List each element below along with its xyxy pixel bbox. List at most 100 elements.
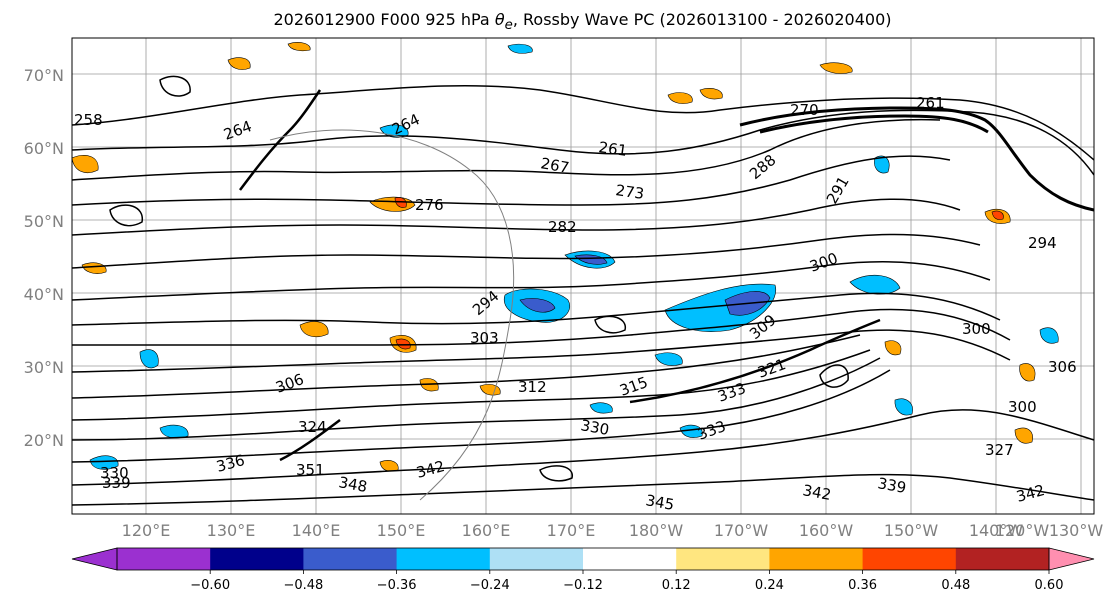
- theta-e-contours: [72, 75, 1094, 506]
- colorbar-ticks: −0.60 −0.48 −0.36 −0.24 −0.12 0.12 0.24 0.36 0.4…: [190, 570, 1063, 593]
- colorbar-extend-low: [71, 547, 118, 571]
- shade-blob: [849, 274, 901, 295]
- shade-blob: [1039, 327, 1059, 344]
- contour-line: [72, 329, 1011, 373]
- contour-line: [72, 155, 951, 206]
- contour-line: [72, 84, 1094, 161]
- map-title: 2026012900 F000 925 hPa θe, Rossby Wave …: [273, 10, 892, 34]
- map-panel: 258 261 261 264 264 267 270 273 276 282 …: [71, 37, 1095, 515]
- contour-line: [819, 364, 849, 388]
- map-frame: [71, 37, 1095, 515]
- colorbar-bin: [769, 548, 864, 570]
- lon-tick-label: 140°W: [969, 521, 1024, 540]
- shade-blob: [159, 424, 189, 439]
- lat-tick-label: 60°N: [24, 139, 64, 158]
- shade-blob: [287, 42, 311, 52]
- pc-shading: [72, 42, 1059, 472]
- contour-line: [72, 118, 941, 181]
- contour-line: [72, 233, 981, 269]
- colorbar-bin: [676, 548, 770, 570]
- lon-tick-label: 150°W: [884, 521, 939, 540]
- contour-line: [72, 292, 1001, 326]
- colorbar-tick-label: 0.24: [755, 578, 784, 593]
- contour-label: 306: [1048, 358, 1077, 376]
- contour-line: [739, 106, 1094, 212]
- lon-tick-label: 130°W: [1049, 521, 1104, 540]
- contour-label: 270: [790, 101, 819, 119]
- shade-blob: [479, 384, 501, 396]
- lat-tick-label: 40°N: [24, 285, 64, 304]
- contour-line: [72, 357, 881, 441]
- contour-label: 273: [614, 181, 645, 203]
- colorbar-bin: [489, 548, 584, 570]
- contour-label: 348: [337, 473, 368, 496]
- colorbar-tick-label: −0.36: [377, 578, 417, 593]
- shade-blob: [874, 155, 890, 174]
- contour-label: 258: [74, 111, 103, 129]
- contour-label: 261: [916, 94, 945, 112]
- contour-label: 303: [470, 329, 499, 347]
- contour-line: [72, 473, 1094, 506]
- colorbar-bin: [303, 548, 398, 570]
- colorbar-tick-label: 0.12: [662, 578, 691, 593]
- shade-blob: [507, 43, 533, 54]
- contour-line: [72, 409, 1094, 486]
- lon-tick-label: 170°E: [547, 521, 596, 540]
- shade-blob: [819, 62, 853, 74]
- contour-line: [72, 308, 1011, 346]
- colorbar-bin: [862, 548, 957, 570]
- shade-blob: [667, 92, 693, 104]
- contour-line: [279, 418, 341, 462]
- shade-blob: [1019, 363, 1036, 382]
- lat-tick-label: 20°N: [24, 431, 64, 450]
- shade-blob: [227, 57, 251, 70]
- lon-tick-label: 150°E: [377, 521, 426, 540]
- contour-label: 330: [100, 464, 129, 482]
- lon-tick-label: 170°W: [714, 521, 769, 540]
- contour-line: [759, 114, 989, 134]
- shade-blob: [299, 321, 329, 337]
- shade-blob: [1014, 427, 1033, 444]
- lat-tick-label: 30°N: [24, 358, 64, 377]
- colorbar-tick-label: −0.48: [283, 578, 323, 593]
- contour-label: 312: [518, 378, 547, 396]
- colorbar-bin: [955, 548, 1050, 570]
- contour-line: [539, 465, 573, 482]
- shade-blob: [139, 349, 159, 369]
- lon-tick-label: 180°W: [629, 521, 684, 540]
- boundary-curve: [269, 129, 515, 501]
- contour-label: 267: [539, 154, 570, 177]
- colorbar-tick-label: 0.60: [1035, 578, 1064, 593]
- shade-blob: [654, 352, 683, 366]
- contour-line: [72, 369, 891, 463]
- contour-line: [629, 318, 881, 404]
- shade-blob: [699, 88, 723, 100]
- latitude-axis: 70°N 60°N 50°N 40°N 30°N 20°N: [24, 66, 64, 450]
- shade-blob: [884, 340, 902, 356]
- colorbar-bin: [583, 548, 677, 570]
- contour-label: 282: [548, 218, 577, 236]
- contour-line: [159, 75, 191, 97]
- colorbar: −0.60 −0.48 −0.36 −0.24 −0.12 0.12 0.24 0.36 0.4…: [71, 547, 1095, 593]
- contour-label: 345: [644, 491, 675, 514]
- contour-line: [72, 198, 961, 236]
- shade-blob: [894, 398, 913, 416]
- lon-tick-label: 120°E: [122, 521, 171, 540]
- colorbar-extend-high: [1048, 547, 1095, 571]
- colorbar-tick-label: −0.60: [190, 578, 230, 593]
- shade-blob: [89, 455, 119, 470]
- contour-label: 300: [1008, 398, 1037, 416]
- colorbar-tick-label: −0.12: [563, 578, 603, 593]
- contour-line: [594, 315, 626, 334]
- shade-blob: [519, 298, 556, 313]
- shade-blob: [589, 402, 613, 414]
- colorbar-tick-label: 0.36: [848, 578, 877, 593]
- contour-label: 339: [102, 474, 131, 492]
- contour-label: 339: [876, 474, 907, 497]
- colorbar-bin: [396, 548, 491, 570]
- contour-line: [72, 334, 861, 399]
- longitude-axis: 120°E 130°E 140°E 150°E 160°E 170°E 180°…: [122, 521, 1104, 540]
- lon-tick-label: 160°W: [799, 521, 854, 540]
- lon-tick-label: 140°E: [292, 521, 341, 540]
